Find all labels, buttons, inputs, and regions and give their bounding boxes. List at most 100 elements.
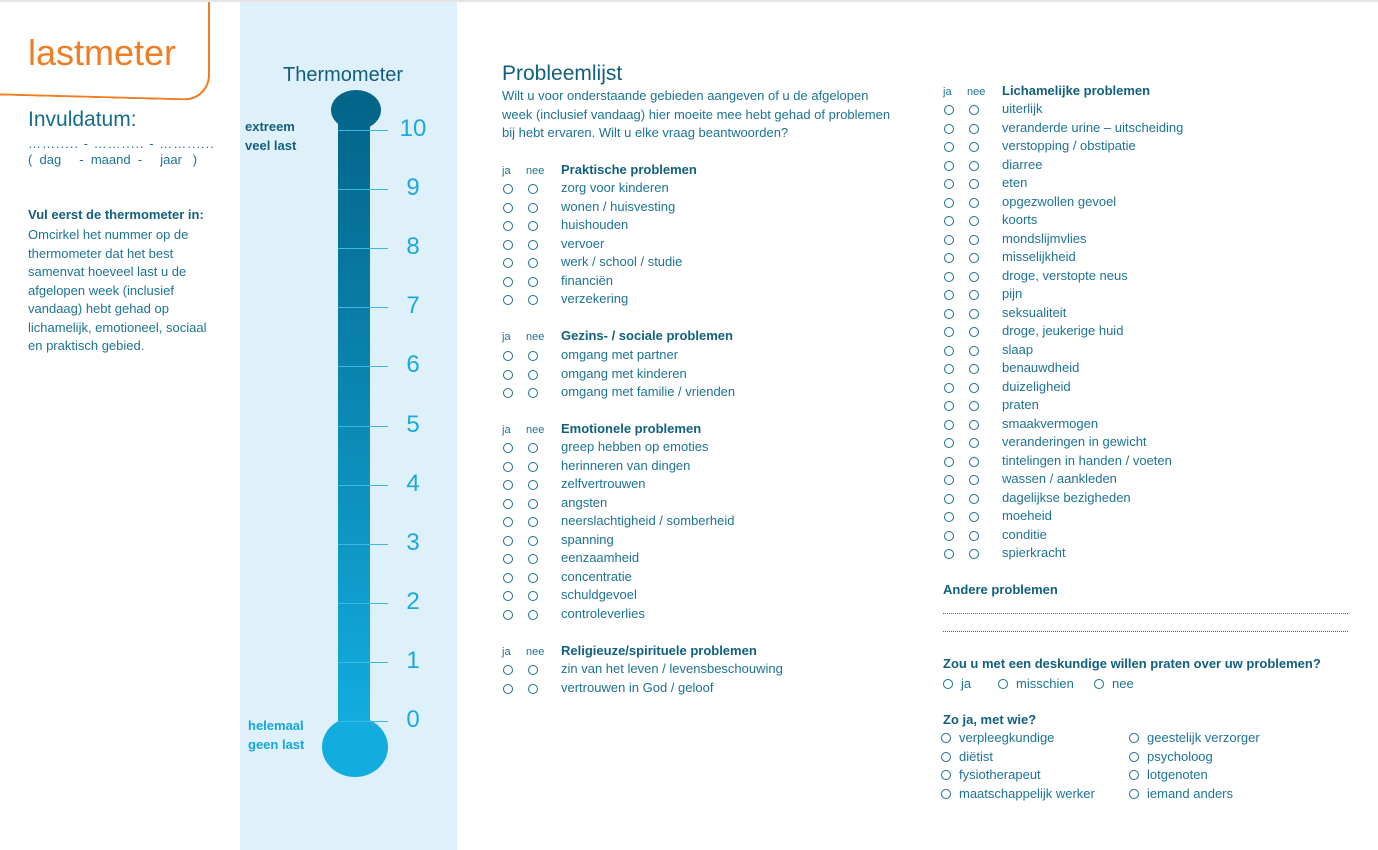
- no-radio[interactable]: [969, 401, 979, 411]
- no-radio[interactable]: [969, 271, 979, 282]
- no-radio[interactable]: [969, 456, 979, 467]
- yes-radio[interactable]: [944, 216, 954, 226]
- yes-radio[interactable]: [944, 419, 954, 430]
- no-radio[interactable]: [969, 549, 979, 559]
- no-radio[interactable]: [528, 276, 538, 287]
- no-radio[interactable]: [969, 197, 979, 208]
- no-radio[interactable]: [528, 461, 538, 472]
- yes-radio[interactable]: [503, 276, 513, 287]
- scale-number-6[interactable]: 6: [406, 351, 420, 379]
- yes-radio[interactable]: [944, 438, 954, 448]
- yes-radio[interactable]: [944, 179, 954, 189]
- yes-radio[interactable]: [944, 401, 954, 411]
- scale-number-0[interactable]: 0: [406, 706, 420, 733]
- yes-radio[interactable]: [503, 572, 513, 583]
- yes-radio[interactable]: [944, 345, 954, 356]
- no-radio[interactable]: [969, 105, 979, 115]
- yes-radio[interactable]: [503, 498, 513, 509]
- no-radio[interactable]: [969, 419, 979, 430]
- yes-radio[interactable]: [503, 554, 513, 564]
- no-radio[interactable]: [969, 327, 979, 337]
- no-radio[interactable]: [528, 258, 538, 268]
- whom-option[interactable]: iemand anders: [1129, 786, 1233, 801]
- yes-radio[interactable]: [503, 369, 513, 380]
- other-problems-line-1[interactable]: [943, 613, 1348, 614]
- yes-radio[interactable]: [944, 160, 954, 171]
- no-radio[interactable]: [528, 239, 538, 250]
- no-radio[interactable]: [528, 572, 538, 583]
- no-radio[interactable]: [969, 493, 979, 504]
- yes-radio[interactable]: [503, 665, 513, 675]
- yes-radio[interactable]: [944, 308, 954, 319]
- radio-icon[interactable]: [941, 751, 951, 762]
- no-radio[interactable]: [528, 184, 538, 194]
- scale-number-4[interactable]: 4: [406, 469, 420, 497]
- whom-option[interactable]: geestelijk verzorger: [1129, 730, 1260, 745]
- yes-radio[interactable]: [503, 591, 513, 601]
- yes-radio[interactable]: [944, 290, 954, 300]
- no-radio[interactable]: [528, 683, 538, 694]
- expert-option[interactable]: nee: [1094, 676, 1134, 691]
- yes-radio[interactable]: [503, 535, 513, 546]
- radio-icon[interactable]: [1129, 733, 1139, 743]
- no-radio[interactable]: [528, 535, 538, 546]
- radio-icon[interactable]: [1129, 751, 1139, 762]
- radio-icon[interactable]: [941, 788, 951, 799]
- radio-icon[interactable]: [1129, 788, 1139, 799]
- yes-radio[interactable]: [503, 517, 513, 527]
- no-radio[interactable]: [969, 179, 979, 189]
- yes-radio[interactable]: [503, 258, 513, 268]
- yes-radio[interactable]: [944, 475, 954, 485]
- no-radio[interactable]: [969, 438, 979, 448]
- scale-number-9[interactable]: 9: [406, 174, 420, 202]
- no-radio[interactable]: [969, 512, 979, 522]
- scale-number-3[interactable]: 3: [406, 528, 420, 556]
- no-radio[interactable]: [969, 290, 979, 300]
- yes-radio[interactable]: [944, 253, 954, 263]
- scale-number-5[interactable]: 5: [406, 410, 420, 438]
- no-radio[interactable]: [528, 517, 538, 527]
- yes-radio[interactable]: [944, 123, 954, 134]
- yes-radio[interactable]: [944, 105, 954, 115]
- yes-radio[interactable]: [503, 184, 513, 194]
- radio-icon[interactable]: [1129, 770, 1139, 780]
- yes-radio[interactable]: [503, 202, 513, 213]
- yes-radio[interactable]: [503, 221, 513, 231]
- yes-radio[interactable]: [944, 493, 954, 504]
- yes-radio[interactable]: [503, 683, 513, 694]
- yes-radio[interactable]: [503, 388, 513, 398]
- no-radio[interactable]: [528, 665, 538, 675]
- no-radio[interactable]: [528, 202, 538, 213]
- no-radio[interactable]: [528, 388, 538, 398]
- no-radio[interactable]: [528, 369, 538, 380]
- no-radio[interactable]: [528, 351, 538, 361]
- no-radio[interactable]: [528, 295, 538, 305]
- yes-radio[interactable]: [503, 443, 513, 453]
- yes-radio[interactable]: [503, 295, 513, 305]
- no-radio[interactable]: [528, 480, 538, 490]
- no-radio[interactable]: [969, 123, 979, 134]
- no-radio[interactable]: [969, 234, 979, 245]
- scale-number-2[interactable]: 2: [406, 587, 420, 615]
- yes-radio[interactable]: [503, 351, 513, 361]
- no-radio[interactable]: [528, 221, 538, 231]
- expert-option[interactable]: ja: [943, 676, 971, 691]
- yes-radio[interactable]: [944, 549, 954, 559]
- radio-icon[interactable]: [943, 679, 953, 689]
- other-problems-line-2[interactable]: [943, 631, 1348, 632]
- radio-icon[interactable]: [941, 770, 951, 780]
- no-radio[interactable]: [528, 498, 538, 509]
- yes-radio[interactable]: [503, 480, 513, 490]
- scale-number-1[interactable]: 1: [406, 646, 420, 674]
- yes-radio[interactable]: [503, 239, 513, 250]
- no-radio[interactable]: [969, 308, 979, 319]
- no-radio[interactable]: [969, 345, 979, 356]
- yes-radio[interactable]: [944, 327, 954, 337]
- yes-radio[interactable]: [944, 456, 954, 467]
- yes-radio[interactable]: [944, 234, 954, 245]
- no-radio[interactable]: [969, 253, 979, 263]
- no-radio[interactable]: [528, 443, 538, 453]
- no-radio[interactable]: [528, 554, 538, 564]
- expert-option[interactable]: misschien: [998, 676, 1074, 691]
- yes-radio[interactable]: [944, 142, 954, 152]
